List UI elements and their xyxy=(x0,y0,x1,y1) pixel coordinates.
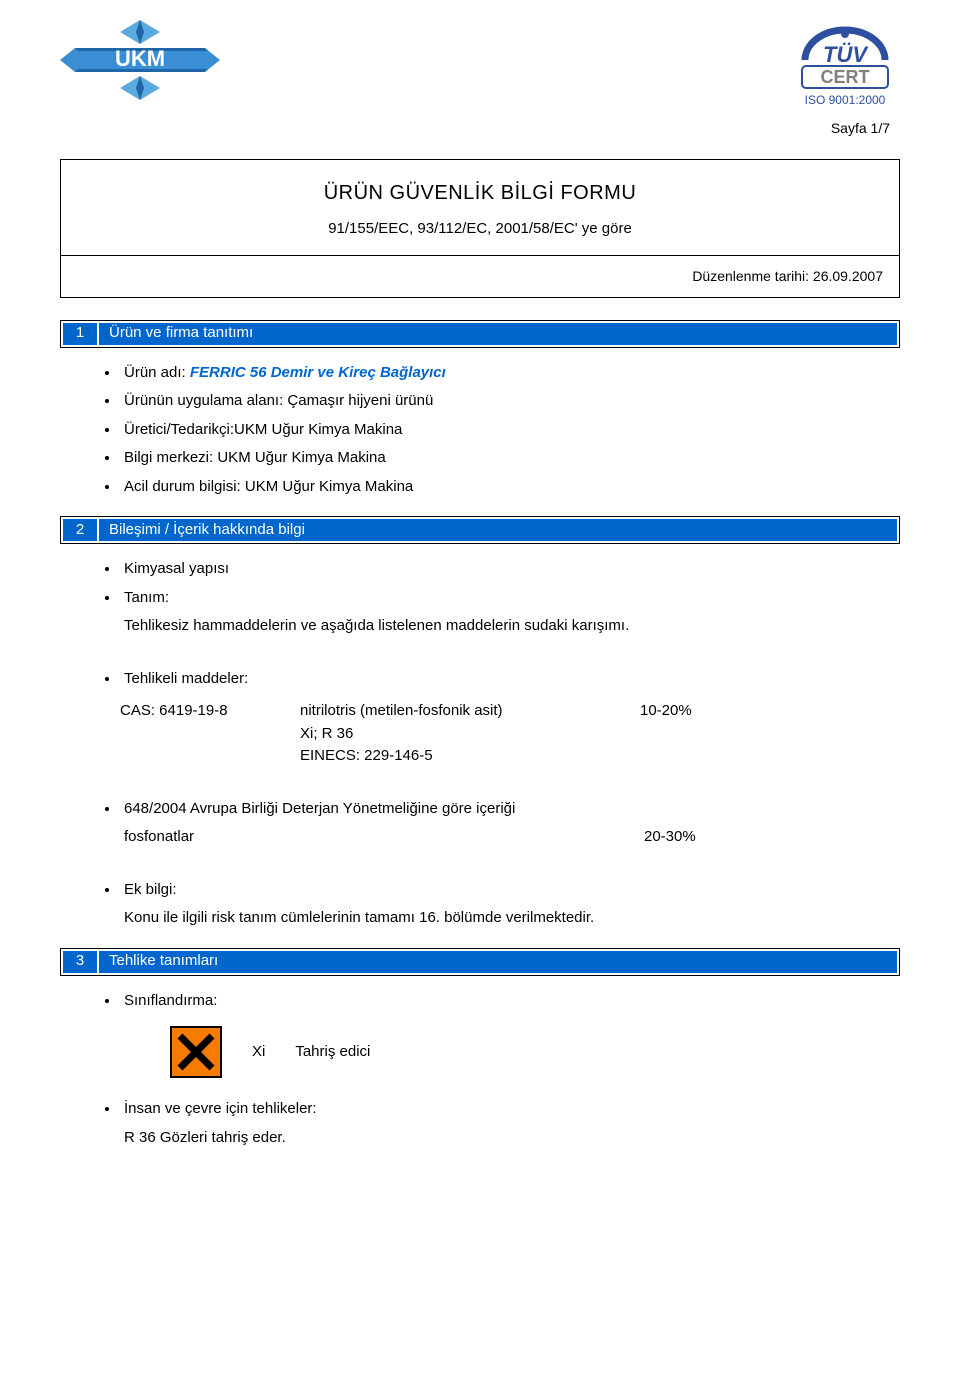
extra-info-block: Ek bilgi: Konu ile ilgili risk tanım cüm… xyxy=(60,879,900,930)
human-env-hazards: İnsan ve çevre için tehlikeler: R 36 Göz… xyxy=(120,1098,900,1149)
extra-info-label: Ek bilgi: xyxy=(124,881,177,898)
product-name-value: FERRIC 56 Demir ve Kireç Bağlayıcı xyxy=(190,364,446,381)
section-1-title: Ürün ve firma tanıtımı xyxy=(99,323,897,345)
hazard-symbol-row: Xi Tahriş edici xyxy=(170,1026,900,1078)
section-1-header: 1 Ürün ve firma tanıtımı xyxy=(60,320,900,348)
revision-date: Düzenlenme tarihi: 26.09.2007 xyxy=(60,256,900,298)
human-env-label: İnsan ve çevre için tehlikeler: xyxy=(124,1100,317,1117)
definition: Tanım: Tehlikesiz hammaddelerin ve aşağı… xyxy=(120,587,900,638)
page: UKM TÜV CERT ISO 9001:2000 Sayfa 1/7 ÜRÜ… xyxy=(0,0,960,1199)
section-3-number: 3 xyxy=(63,951,97,973)
document-title: ÜRÜN GÜVENLİK BİLGİ FORMU xyxy=(61,178,899,208)
svg-text:CERT: CERT xyxy=(821,67,870,87)
cas-number: CAS: 6419-19-8 xyxy=(120,700,300,723)
tuv-logo: TÜV CERT ISO 9001:2000 xyxy=(790,20,900,110)
hazard-text: Tahriş edici xyxy=(295,1041,370,1064)
hazardous-substances-label: Tehlikeli maddeler: xyxy=(120,668,900,691)
hazardous-substances-block: Tehlikeli maddeler: xyxy=(60,668,900,691)
substance-pct: 10-20% xyxy=(640,700,760,723)
info-center: Bilgi merkezi: UKM Uğur Kimya Makina xyxy=(120,447,900,470)
r-phrase: Xi; R 36 xyxy=(300,723,640,746)
hazard-row-1: CAS: 6419-19-8 nitrilotris (metilen-fosf… xyxy=(120,700,900,723)
regulation-pct: 20-30% xyxy=(644,826,764,849)
application-area: Ürünün uygulama alanı: Çamaşır hijyeni ü… xyxy=(120,390,900,413)
page-number: Sayfa 1/7 xyxy=(60,118,900,139)
irritant-pictogram xyxy=(170,1026,222,1078)
product-name-row: Ürün adı: FERRIC 56 Demir ve Kireç Bağla… xyxy=(120,362,900,385)
section-3-content: Sınıflandırma: xyxy=(60,990,900,1013)
section-1-content: Ürün adı: FERRIC 56 Demir ve Kireç Bağla… xyxy=(60,362,900,499)
section-2-title: Bileşimi / İçerik hakkında bilgi xyxy=(99,519,897,541)
section-1-number: 1 xyxy=(63,323,97,345)
regulation-text: 648/2004 Avrupa Birliği Deterjan Yönetme… xyxy=(124,800,515,817)
einecs-number: EINECS: 229-146-5 xyxy=(300,745,640,768)
regulation-block: 648/2004 Avrupa Birliği Deterjan Yönetme… xyxy=(60,798,900,849)
regulation-substance: fosfonatlar xyxy=(124,826,644,849)
product-name-label: Ürün adı: xyxy=(124,364,186,381)
regulation-line: 648/2004 Avrupa Birliği Deterjan Yönetme… xyxy=(120,798,900,849)
header-row: UKM TÜV CERT ISO 9001:2000 xyxy=(60,20,900,110)
section-3-title: Tehlike tanımları xyxy=(99,951,897,973)
svg-text:ISO 9001:2000: ISO 9001:2000 xyxy=(805,93,886,107)
hazard-table: CAS: 6419-19-8 nitrilotris (metilen-fosf… xyxy=(120,700,900,768)
hazard-code: Xi xyxy=(252,1041,265,1064)
definition-label: Tanım: xyxy=(124,589,169,606)
human-env-block: İnsan ve çevre için tehlikeler: R 36 Göz… xyxy=(60,1098,900,1149)
ukm-logo: UKM xyxy=(60,20,220,100)
definition-text: Tehlikesiz hammaddelerin ve aşağıda list… xyxy=(124,615,900,638)
section-2-header: 2 Bileşimi / İçerik hakkında bilgi xyxy=(60,516,900,544)
emergency-info: Acil durum bilgisi: UKM Uğur Kimya Makin… xyxy=(120,476,900,499)
r36-text: R 36 Gözleri tahriş eder. xyxy=(124,1127,900,1150)
extra-info: Ek bilgi: Konu ile ilgili risk tanım cüm… xyxy=(120,879,900,930)
section-3-header: 3 Tehlike tanımları xyxy=(60,948,900,976)
hazard-row-2: Xi; R 36 xyxy=(120,723,900,746)
ukm-logo-text: UKM xyxy=(115,46,165,71)
document-subtitle: 91/155/EEC, 93/112/EC, 2001/58/EC' ye gö… xyxy=(61,218,899,241)
title-box: ÜRÜN GÜVENLİK BİLGİ FORMU 91/155/EEC, 93… xyxy=(60,159,900,256)
svg-text:TÜV: TÜV xyxy=(823,42,869,67)
regulation-row: fosfonatlar 20-30% xyxy=(124,826,900,849)
hazard-row-3: EINECS: 229-146-5 xyxy=(120,745,900,768)
section-2-number: 2 xyxy=(63,519,97,541)
section-2-content: Kimyasal yapısı Tanım: Tehlikesiz hammad… xyxy=(60,558,900,638)
substance-name: nitrilotris (metilen-fosfonik asit) xyxy=(300,700,640,723)
chemical-structure: Kimyasal yapısı xyxy=(120,558,900,581)
classification-label: Sınıflandırma: xyxy=(120,990,900,1013)
manufacturer: Üretici/Tedarikçi:UKM Uğur Kimya Makina xyxy=(120,419,900,442)
extra-info-text: Konu ile ilgili risk tanım cümlelerinin … xyxy=(124,907,900,930)
